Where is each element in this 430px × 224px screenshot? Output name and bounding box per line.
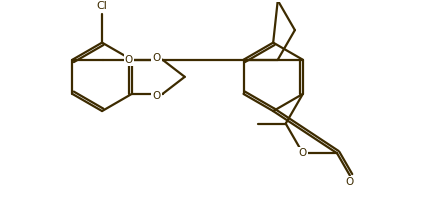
Text: O: O [346, 177, 354, 187]
Text: Cl: Cl [97, 1, 108, 11]
Text: O: O [125, 55, 133, 65]
Text: O: O [152, 91, 160, 101]
Text: O: O [299, 148, 307, 158]
Text: O: O [152, 53, 160, 63]
